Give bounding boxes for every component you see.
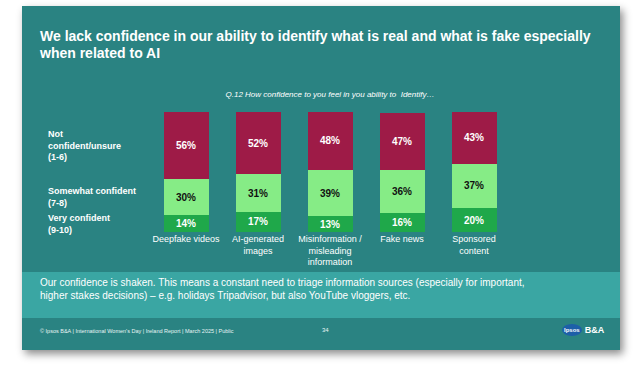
- svg-text:17%: 17%: [248, 216, 268, 227]
- svg-text:36%: 36%: [392, 186, 412, 197]
- svg-text:13%: 13%: [320, 219, 340, 230]
- svg-text:AI-generatedimages: AI-generatedimages: [232, 234, 284, 256]
- svg-text:37%: 37%: [464, 180, 484, 191]
- html-text:We lack confidence in our abil: We lack confidence in our ability to ide…: [40, 28, 591, 61]
- svg-text:20%: 20%: [464, 215, 484, 226]
- html-text:Ipsos: Ipsos: [564, 327, 580, 333]
- html-text:B&A: B&A: [584, 325, 605, 335]
- svg-text:Somewhat confident(7-8): Somewhat confident(7-8): [48, 186, 136, 208]
- svg-text:Misinformation /misleadinginfo: Misinformation /misleadinginformation: [298, 234, 362, 267]
- svg-text:39%: 39%: [320, 188, 340, 199]
- svg-text:Deepfake videos: Deepfake videos: [152, 234, 220, 244]
- svg-text:43%: 43%: [464, 132, 484, 143]
- svg-text:Notconfident/unsure(1-6): Notconfident/unsure(1-6): [48, 129, 121, 162]
- svg-text:Sponsoredcontent: Sponsoredcontent: [452, 234, 496, 256]
- svg-text:Very confident(9-10): Very confident(9-10): [48, 213, 110, 235]
- svg-text:56%: 56%: [176, 140, 196, 151]
- svg-text:Fake news: Fake news: [380, 234, 424, 244]
- svg-text:14%: 14%: [176, 218, 196, 229]
- svg-text:48%: 48%: [320, 135, 340, 146]
- html-text:34: 34: [322, 327, 329, 333]
- svg-text:47%: 47%: [392, 136, 412, 147]
- svg-text:52%: 52%: [248, 138, 268, 149]
- html-text:Q.12 How confidence to you fee: Q.12 How confidence to you feel in you a…: [225, 90, 435, 99]
- svg-text:16%: 16%: [392, 217, 412, 228]
- html-text:© Ipsos B&A | International Wo: © Ipsos B&A | International Women's Day …: [40, 328, 234, 334]
- svg-text:31%: 31%: [248, 188, 268, 199]
- svg-text:30%: 30%: [176, 192, 196, 203]
- html-text:Our confidence is shaken. This: Our confidence is shaken. This means a c…: [40, 277, 525, 301]
